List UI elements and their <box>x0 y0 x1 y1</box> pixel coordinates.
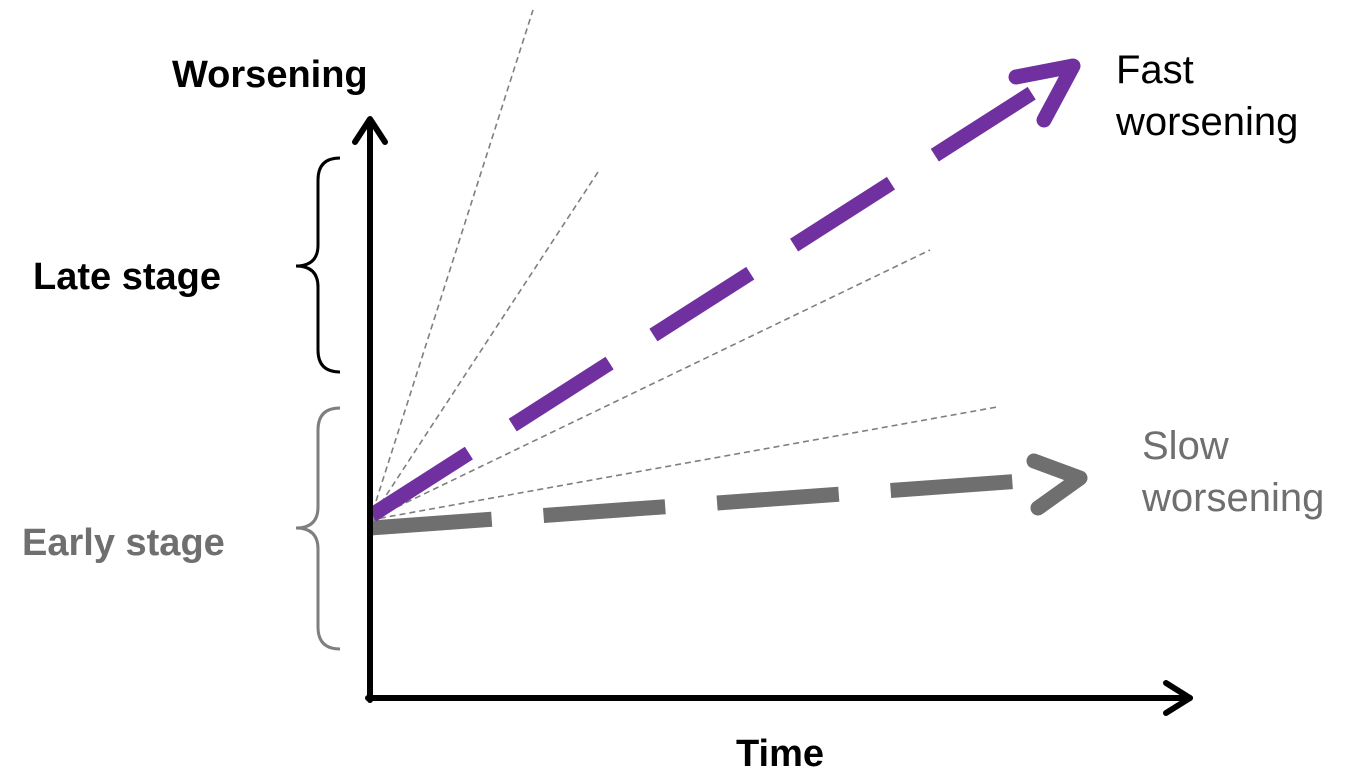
x-axis-arrowhead <box>1163 680 1193 716</box>
late-stage-label: Late stage <box>33 256 221 298</box>
y-axis-arrowhead <box>352 116 388 145</box>
late-stage-bracket <box>295 156 341 374</box>
slow-worsening-arrow <box>369 453 1088 536</box>
early-stage-bracket <box>295 406 341 651</box>
guide-line <box>369 406 998 521</box>
y-axis-label: Worsening <box>172 54 368 96</box>
fast-worsening-arrow <box>367 58 1081 522</box>
early-stage-label: Early stage <box>22 522 225 564</box>
axes <box>352 116 1193 716</box>
slow-arrowhead <box>1026 453 1088 516</box>
x-axis-label: Time <box>736 733 825 775</box>
slow-worsening-label: Slow worsening <box>1142 424 1325 520</box>
guide-lines <box>369 9 998 521</box>
guide-line <box>369 249 931 521</box>
fast-worsening-label: Fast worsening <box>1116 48 1299 144</box>
guide-line <box>369 9 534 521</box>
guide-line <box>369 171 599 521</box>
fast-arrowhead <box>1008 58 1081 128</box>
